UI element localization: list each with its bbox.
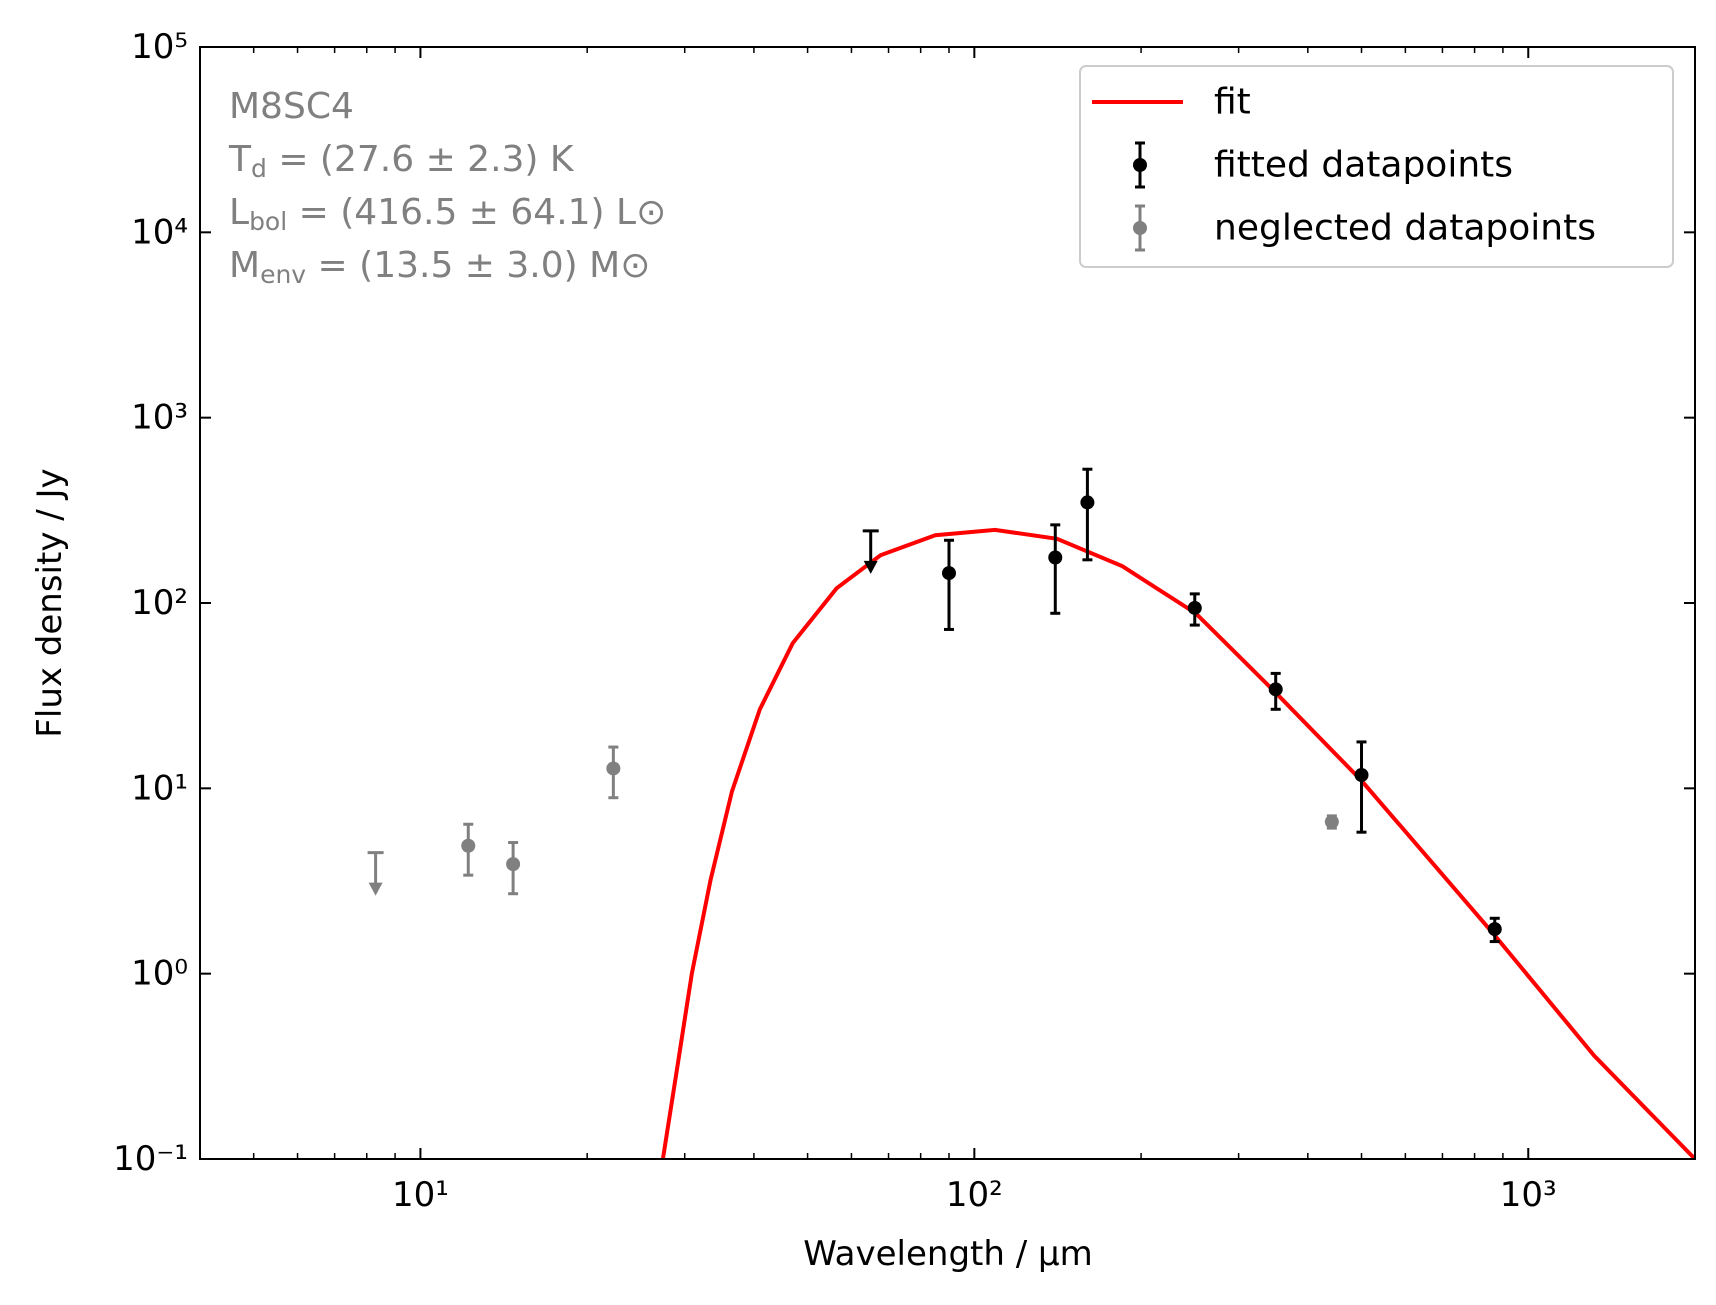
data-point [941, 566, 956, 581]
legend-label: fit [1214, 82, 1251, 123]
annotation-text: = (27.6 ± 2.3) K [267, 139, 575, 180]
error-bar [1082, 467, 1093, 562]
legend-box [1079, 65, 1674, 268]
y-tick-label: 10⁴ [131, 212, 188, 252]
data-point [1324, 814, 1339, 829]
annotation: Menv = (13.5 ± 3.0) M⊙ [229, 245, 650, 289]
annotation-text: M [229, 245, 260, 286]
legend-label: fitted datapoints [1214, 145, 1513, 186]
annotation-text: L [229, 192, 249, 233]
data-point [1187, 600, 1202, 615]
y-tick-label: 10² [131, 583, 188, 623]
data-point [1354, 768, 1369, 783]
x-tick-label: 10¹ [392, 1175, 449, 1215]
x-tick-label: 10² [946, 1175, 1003, 1215]
data-point [606, 761, 621, 776]
y-axis-label: Flux density / Jy [30, 468, 70, 737]
legend-label: neglected datapoints [1214, 208, 1596, 249]
data-point [1080, 495, 1095, 510]
legend-swatch [1133, 221, 1147, 235]
upper-limit [862, 529, 879, 574]
upper-limit [367, 851, 384, 896]
annotation-subscript: d [251, 154, 267, 183]
x-axis-label: Wavelength / μm [803, 1234, 1093, 1274]
y-tick-label: 10¹ [131, 768, 188, 808]
data-point [506, 857, 521, 872]
annotation-text: T [228, 139, 252, 180]
upper-limit-arrow [863, 560, 878, 574]
y-tick-label: 10⁰ [131, 954, 188, 994]
data-point [1487, 922, 1502, 937]
error-bar [1356, 740, 1367, 834]
annotation-text: = (416.5 ± 64.1) L⊙ [287, 192, 666, 233]
annotation: Td = (27.6 ± 2.3) K [228, 139, 575, 183]
annotation-text: = (13.5 ± 3.0) M⊙ [306, 245, 650, 286]
data-point [1268, 682, 1283, 697]
error-bar [943, 538, 954, 631]
annotation: M8SC4 [229, 86, 354, 127]
upper-limit-arrow [368, 882, 383, 896]
data-point [461, 838, 476, 853]
y-tick-label: 10⁻¹ [113, 1139, 188, 1179]
data-point [1048, 550, 1063, 565]
y-tick-label: 10³ [131, 398, 188, 438]
legend: fit fitted datapoints neglected datapoints [1079, 65, 1674, 268]
x-tick-label: 10³ [1500, 1175, 1557, 1215]
annotation-subscript: env [260, 260, 306, 289]
annotation: Lbol = (416.5 ± 64.1) L⊙ [229, 192, 666, 236]
legend-swatch [1133, 158, 1147, 172]
error-bar [1050, 523, 1061, 615]
plot-frame [199, 46, 1696, 1160]
annotation-subscript: bol [249, 207, 287, 236]
y-tick-label: 10⁵ [131, 27, 188, 67]
annotation-text: M8SC4 [229, 86, 354, 127]
